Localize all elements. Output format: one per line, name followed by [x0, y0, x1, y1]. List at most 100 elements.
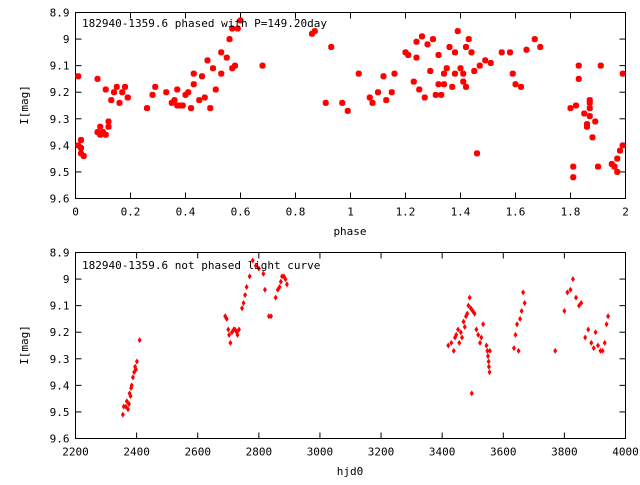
x-tick-label: 1 [347, 206, 354, 219]
data-point [256, 265, 261, 272]
data-point [427, 67, 434, 74]
data-point [277, 284, 282, 291]
data-point [522, 299, 527, 306]
data-point [94, 75, 101, 82]
data-point [113, 83, 120, 90]
data-point [75, 73, 82, 80]
data-point [130, 374, 135, 381]
data-point [108, 97, 115, 104]
data-point [617, 147, 623, 154]
data-point [589, 134, 596, 141]
x-tick-label: 2 [622, 206, 629, 219]
data-point [269, 313, 274, 320]
data-point [454, 331, 459, 338]
data-point [515, 321, 520, 328]
data-point [284, 281, 289, 288]
data-point [121, 403, 126, 410]
data-point [262, 286, 267, 293]
data-point [465, 310, 470, 317]
data-point [518, 83, 524, 90]
data-point [531, 36, 538, 43]
data-point [600, 347, 605, 354]
data-point [126, 406, 131, 413]
data-point [375, 89, 381, 96]
data-point [611, 163, 618, 170]
data-point [457, 65, 464, 72]
data-point [171, 97, 178, 104]
y-tick-label: 9.4 [50, 379, 70, 392]
data-point [126, 400, 131, 407]
data-point [479, 334, 484, 341]
data-point [435, 52, 442, 59]
data-point [462, 323, 467, 330]
x-tick-label: 1.4 [451, 206, 471, 219]
data-point [468, 49, 475, 56]
plot-frame [75, 252, 626, 439]
x-tick-label: 2400 [123, 446, 150, 459]
data-point [438, 91, 445, 98]
data-point [355, 70, 362, 77]
data-point [122, 83, 128, 90]
x-tick-label: 0.2 [121, 206, 141, 219]
data-point [487, 59, 494, 66]
data-point [229, 25, 236, 32]
data-point [606, 313, 611, 320]
data-point [570, 276, 575, 283]
data-point [476, 62, 483, 69]
data-point [456, 326, 461, 333]
data-point [163, 89, 170, 96]
data-point [487, 369, 492, 376]
data-point [129, 382, 134, 389]
data-point [226, 326, 231, 333]
y-tick-label: 8.9 [50, 247, 70, 260]
data-point [586, 113, 593, 120]
data-point [204, 57, 211, 64]
data-point [446, 44, 453, 51]
data-point [244, 284, 249, 291]
x-tick-label: 3200 [368, 446, 395, 459]
data-point [511, 345, 516, 352]
data-point [391, 70, 398, 77]
data-point [513, 331, 518, 338]
data-point [562, 307, 567, 314]
data-point [583, 334, 588, 341]
data-point [405, 52, 412, 59]
data-point [449, 339, 454, 346]
y-tick-label: 9 [63, 33, 70, 46]
data-point [575, 62, 582, 69]
data-point [218, 49, 225, 56]
data-point [413, 38, 420, 45]
data-point [134, 366, 138, 373]
data-point [388, 89, 395, 96]
data-point [460, 70, 467, 77]
data-point [218, 70, 225, 77]
chart-title: 182940-1359.6 not phased light curve [82, 259, 320, 272]
data-point [344, 107, 351, 114]
x-axis-label: hjd0 [337, 465, 364, 478]
data-point [119, 89, 126, 96]
data-point [591, 345, 596, 352]
x-tick-label: 1.2 [396, 206, 416, 219]
data-point [507, 49, 513, 56]
data-point [234, 25, 241, 32]
data-point [199, 73, 205, 80]
x-tick-label: 1.6 [506, 206, 526, 219]
data-point [328, 44, 335, 51]
data-point [152, 83, 159, 90]
data-point [482, 57, 489, 64]
data-point [226, 36, 233, 43]
x-tick-label: 2600 [184, 446, 211, 459]
y-tick-label: 8.9 [50, 7, 70, 20]
data-point [339, 99, 346, 106]
plot-frame [75, 12, 626, 199]
data-point [471, 67, 478, 74]
data-point [80, 152, 87, 159]
data-point [509, 70, 516, 77]
data-point [443, 65, 450, 72]
data-point [486, 353, 490, 360]
data-point [241, 299, 246, 306]
data-point [105, 118, 112, 125]
data-point [369, 99, 376, 106]
unphased-chart: 2200 2400 2600 2800 3000 3200 3400 3600 3800 4000… [18, 247, 639, 479]
y-tick-label: 9.1 [50, 60, 70, 73]
